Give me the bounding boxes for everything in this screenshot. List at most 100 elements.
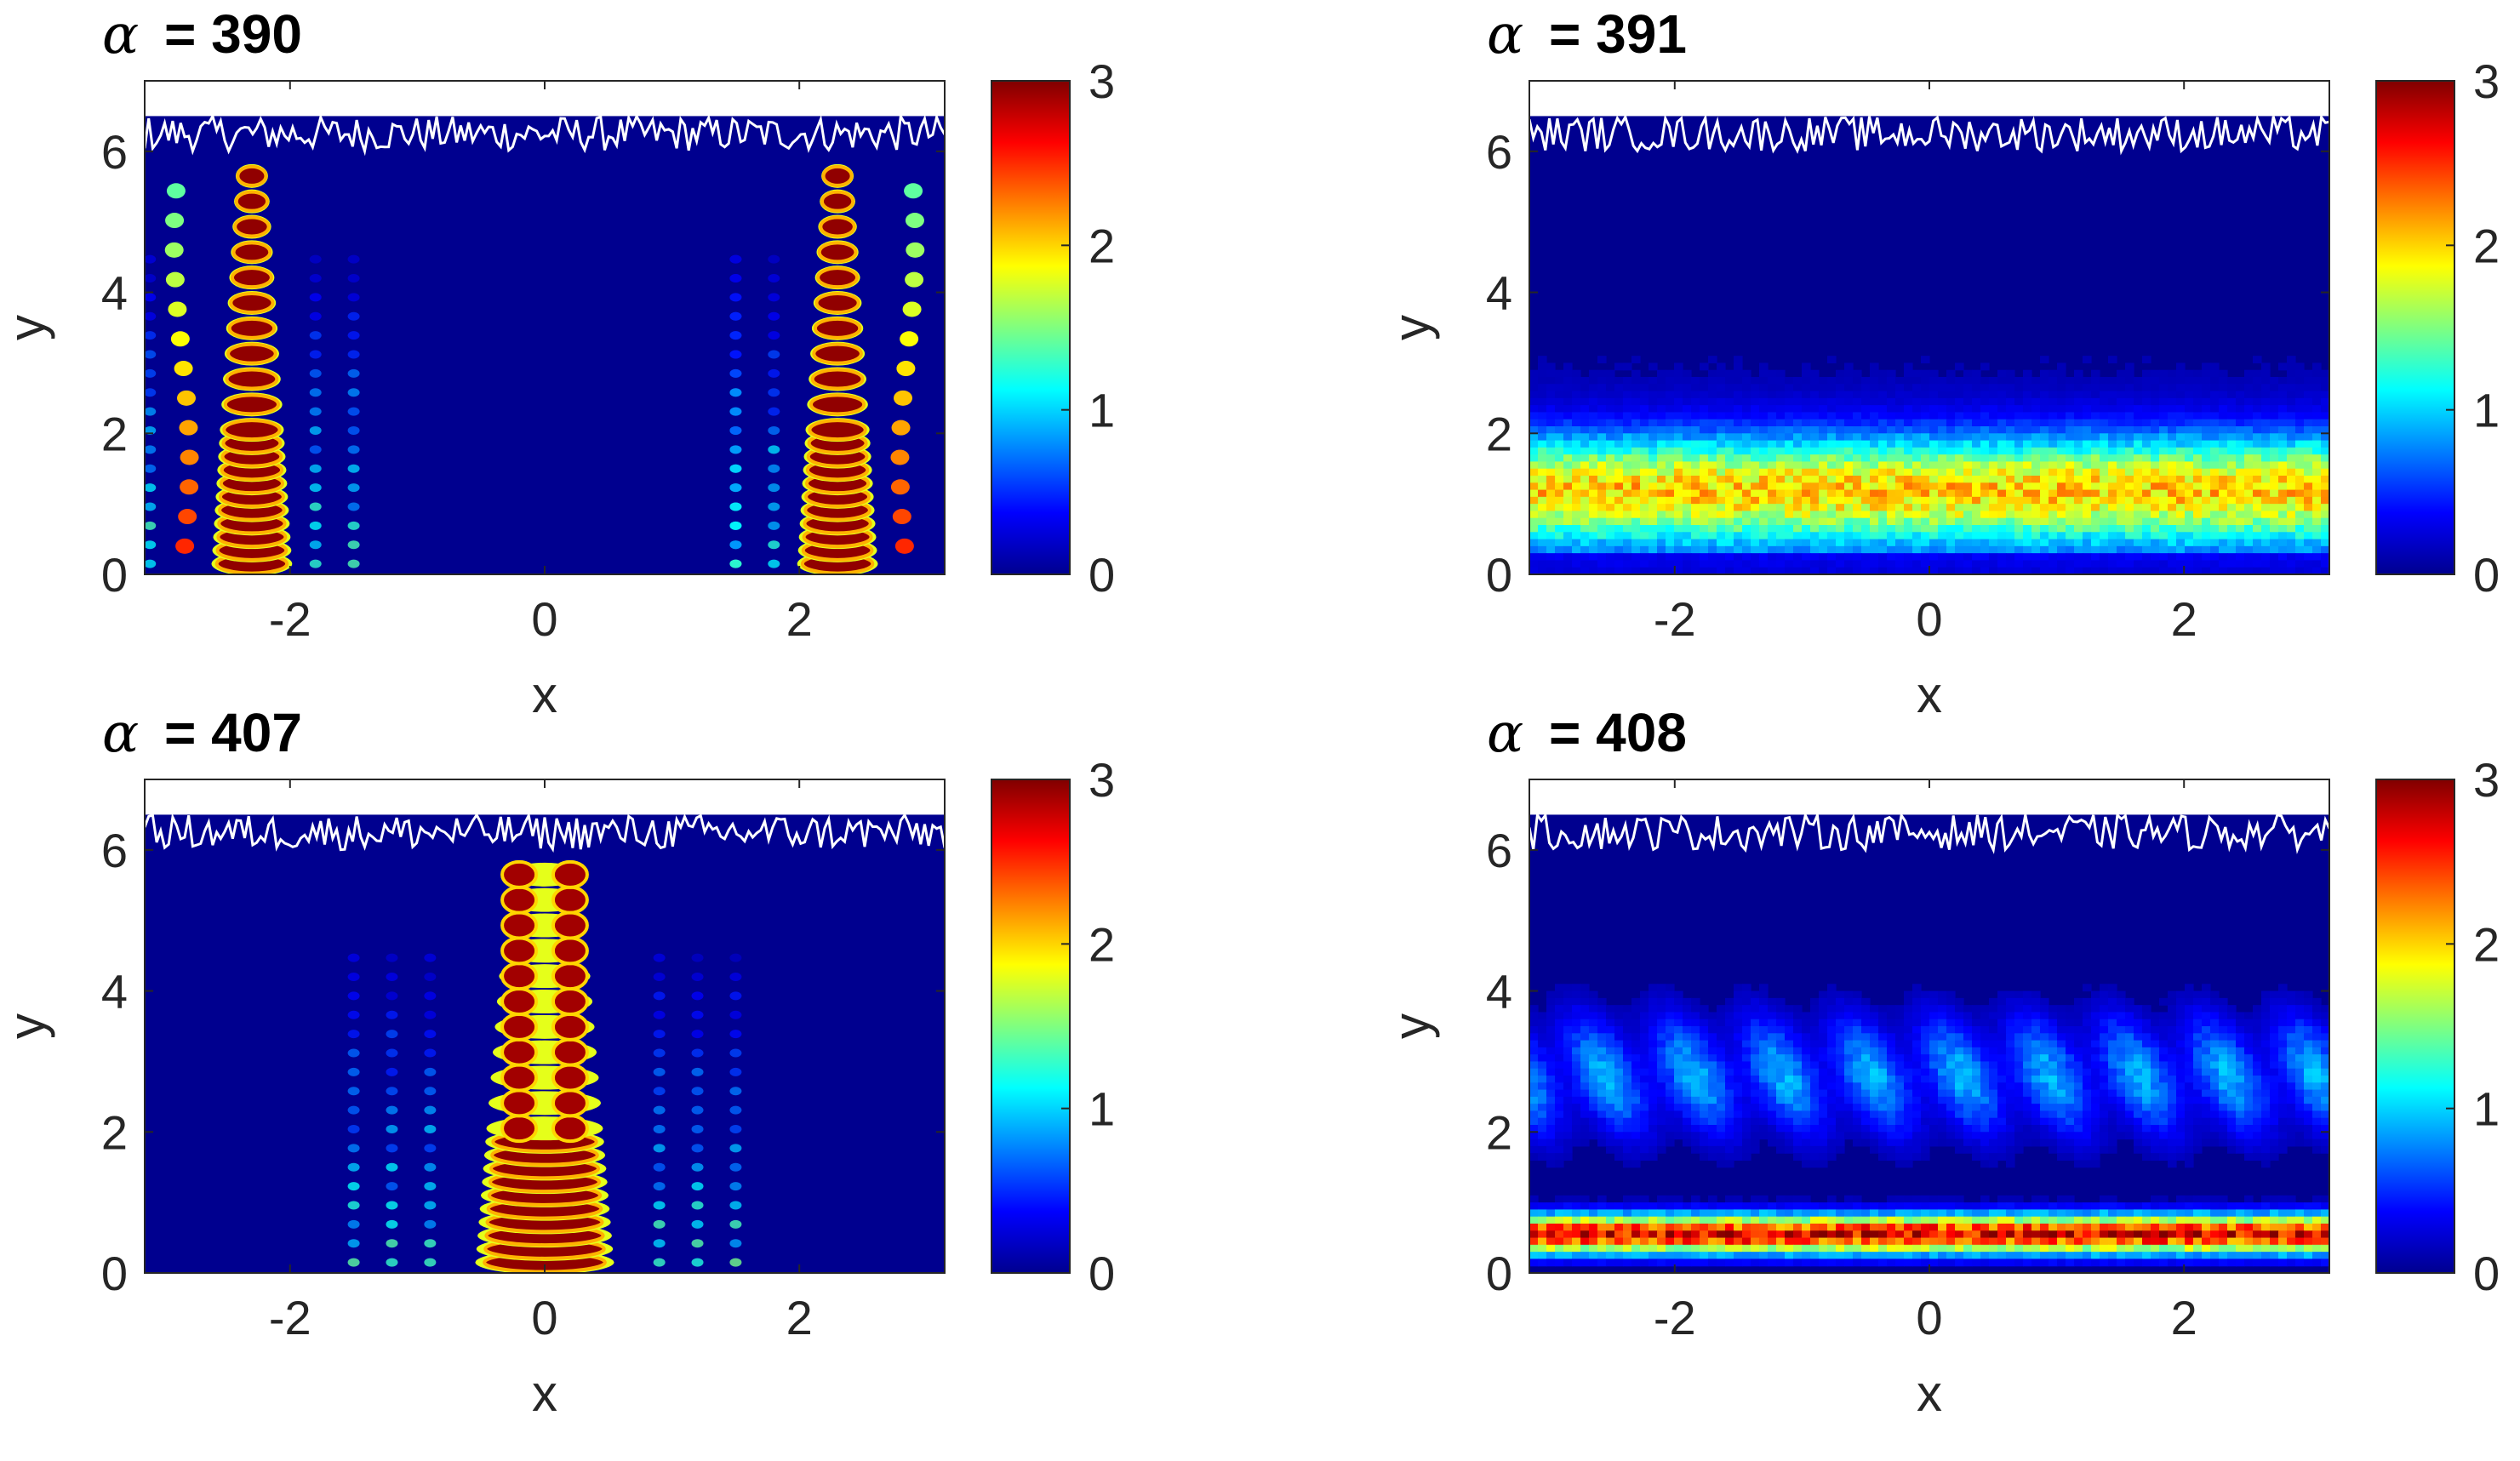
heatmap-cell (1802, 482, 1811, 491)
heatmap-cell (1844, 1047, 1854, 1055)
heatmap-cell (1989, 1033, 1998, 1042)
heatmap-cell (2108, 525, 2117, 533)
beam-lobe (500, 1114, 539, 1144)
heatmap-cell (2031, 489, 2041, 498)
fringe-spot (309, 425, 322, 435)
heatmap-cell (1538, 1117, 1547, 1126)
heatmap-cell (1572, 412, 1581, 420)
heatmap-cell (1649, 1068, 1658, 1076)
heatmap-cell (1683, 997, 1692, 1006)
heatmap-cell (2023, 1110, 2032, 1119)
heatmap-cell (1759, 1019, 1769, 1027)
heatmap-cell (1802, 419, 1811, 427)
heatmap-cell (1912, 990, 1922, 999)
heatmap-cell (2117, 1110, 2126, 1119)
heatmap-cell (1657, 419, 1666, 427)
heatmap-cell (1572, 1096, 1581, 1104)
heatmap-cell (1861, 517, 1871, 526)
fringe-spot (729, 1105, 742, 1115)
heatmap-cell (1853, 433, 1862, 442)
heatmap-cell (1980, 1019, 1990, 1027)
heatmap-cell (2193, 504, 2203, 512)
heatmap-cell (2040, 504, 2049, 512)
heatmap-cell (2219, 482, 2228, 491)
heatmap-cell (2142, 369, 2151, 378)
heatmap-cell (1793, 525, 1803, 533)
heatmap-cell (1538, 1012, 1547, 1020)
heatmap-cell (1989, 545, 1998, 554)
heatmap-cell (1751, 397, 1760, 406)
heatmap-cell (1895, 1033, 1905, 1042)
heatmap-cell (1793, 1054, 1803, 1063)
heatmap-cell (2176, 567, 2186, 574)
heatmap-cell (1640, 397, 1649, 406)
heatmap-cell (1768, 454, 1777, 463)
heatmap-cell (2117, 454, 2126, 463)
heatmap-cell (1640, 1076, 1649, 1083)
heatmap-cell (1742, 419, 1751, 427)
heatmap-cell (2125, 1068, 2134, 1076)
heatmap-cell (2236, 412, 2245, 420)
beam-lobe (551, 1088, 589, 1118)
heatmap-cell (2108, 433, 2117, 442)
heatmap-cell (1870, 1089, 1879, 1098)
heatmap-cell (1980, 545, 1990, 554)
heatmap-cell (2270, 1076, 2279, 1083)
heatmap-cell (2083, 517, 2092, 526)
heatmap-cell (1555, 1033, 1564, 1042)
heatmap-cell (1725, 1033, 1734, 1042)
heatmap-cell (1572, 511, 1581, 519)
heatmap-cell (2176, 517, 2186, 526)
heatmap-cell (1895, 517, 1905, 526)
heatmap-cell (1614, 362, 1624, 371)
fringe-spot (729, 973, 742, 981)
heatmap-cell (2261, 511, 2271, 519)
heatmap-cell (2006, 560, 2015, 568)
fringe-spot (386, 1030, 398, 1039)
heatmap-cell (1614, 476, 1624, 483)
heatmap-cell (2185, 468, 2194, 477)
heatmap-cell (2006, 511, 2015, 519)
heatmap-cell (1589, 1117, 1598, 1126)
heatmap-cell (2304, 1104, 2313, 1112)
heatmap-cell (2100, 433, 2109, 442)
colorbar-tick-label: 2 (1089, 917, 1115, 971)
heatmap-cell (2176, 1005, 2186, 1013)
heatmap-cell (1606, 405, 1615, 414)
heatmap-cell (1844, 496, 1854, 505)
heatmap-cell (1742, 440, 1751, 448)
heatmap-cell (2312, 1026, 2322, 1034)
heatmap-cell (2278, 567, 2288, 574)
heatmap-cell (2159, 397, 2169, 406)
heatmap-cell (1606, 489, 1615, 498)
heatmap-cell (2100, 525, 2109, 533)
heatmap-cell (1972, 1047, 1981, 1055)
heatmap-cell (2031, 412, 2041, 420)
heatmap-cell (1666, 553, 1675, 562)
heatmap-cell (2193, 377, 2203, 385)
heatmap-cell (1776, 504, 1786, 512)
heatmap-cell (2261, 1019, 2271, 1027)
heatmap-cell (1563, 1117, 1573, 1126)
heatmap-cell (1955, 1068, 1964, 1076)
heatmap-cell (2304, 539, 2313, 547)
heatmap-cell (2074, 1054, 2083, 1063)
heatmap-cell (2049, 482, 2058, 491)
heatmap-cell (1538, 461, 1547, 470)
heatmap-cell (2142, 433, 2151, 442)
heatmap-cell (2321, 489, 2329, 498)
heatmap-cell (1793, 391, 1803, 399)
heatmap-cell (1623, 545, 1632, 554)
heatmap-cell (2117, 990, 2126, 999)
heatmap-cell (1734, 454, 1743, 463)
heatmap-cell (2066, 539, 2075, 547)
heatmap-cell (1657, 532, 1666, 540)
heatmap-cell (2100, 1082, 2109, 1091)
heatmap-cell (1640, 1026, 1649, 1034)
heatmap-cell (2236, 489, 2245, 498)
heatmap-cell (1640, 1012, 1649, 1020)
heatmap-cell (1546, 440, 1556, 448)
heatmap-cell (1836, 377, 1845, 385)
heatmap-cell (1580, 405, 1590, 414)
heatmap-cell (2312, 1047, 2322, 1055)
